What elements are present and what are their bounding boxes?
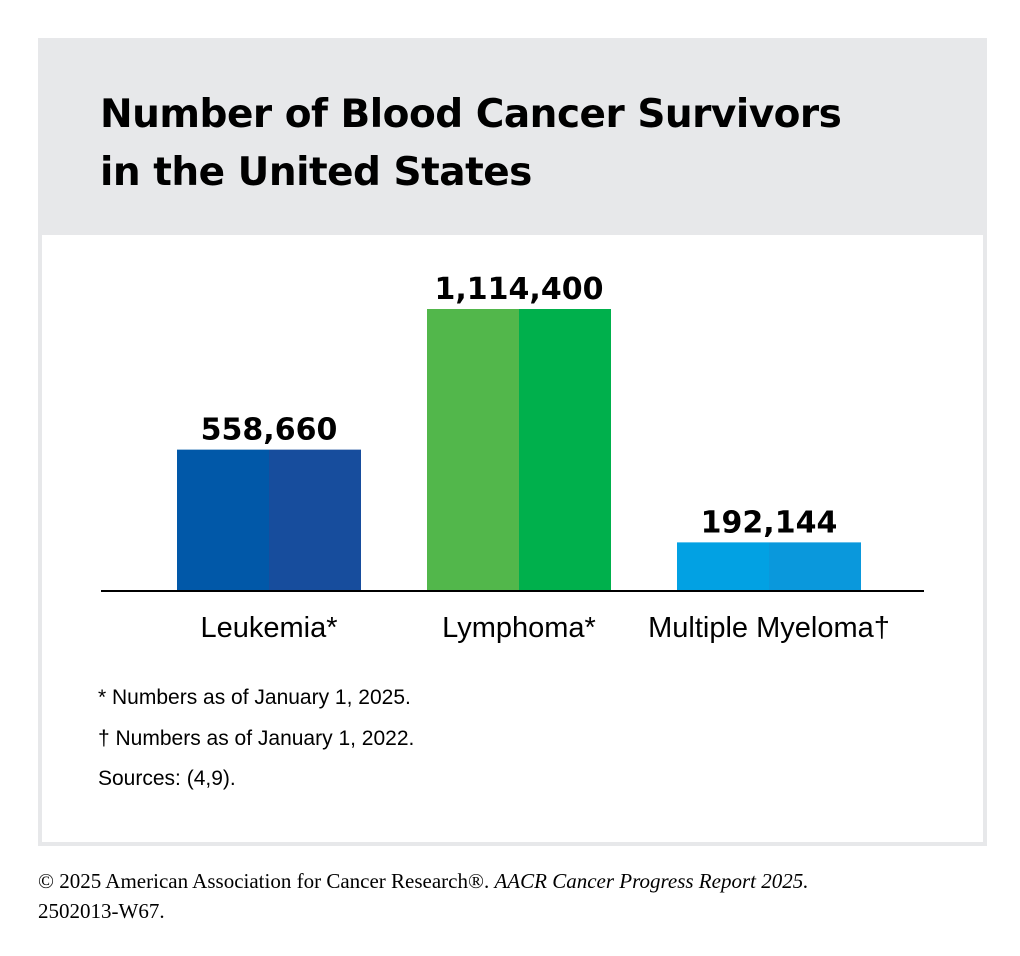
credit-id: 2502013-W67. <box>38 899 165 923</box>
bar-lymphoma <box>427 309 611 591</box>
credit-prefix: © 2025 American Association for Cancer R… <box>38 869 495 893</box>
bar-multiple-myeloma-left-half <box>677 542 769 591</box>
labels-layer: 558,660 Leukemia* 1,114,400 Lymphoma* 192,14… <box>200 272 889 644</box>
value-label-leukemia: 558,660 <box>201 413 338 448</box>
title-banner: Number of Blood Cancer Survivors in the … <box>42 42 983 235</box>
bar-leukemia-left-half <box>177 449 269 591</box>
infographic-card: Number of Blood Cancer Survivors in the … <box>38 38 987 846</box>
footnote-2025: * Numbers as of January 1, 2025. <box>98 686 411 709</box>
category-label-leukemia: Leukemia* <box>200 612 337 644</box>
value-label-lymphoma: 1,114,400 <box>435 272 604 307</box>
bar-multiple-myeloma <box>677 542 861 591</box>
category-label-multiple-myeloma: Multiple Myeloma† <box>648 612 890 644</box>
chart-title: Number of Blood Cancer Survivors in the … <box>100 92 842 195</box>
copyright-credit: © 2025 American Association for Cancer R… <box>38 866 998 926</box>
credit-report-name: AACR Cancer Progress Report 2025. <box>494 869 809 893</box>
bar-multiple-myeloma-right-half <box>769 542 861 591</box>
sources-note: Sources: (4,9). <box>98 767 236 790</box>
bar-lymphoma-right-half <box>519 309 611 591</box>
footnote-2022: † Numbers as of January 1, 2022. <box>98 727 415 750</box>
category-label-lymphoma: Lymphoma* <box>442 612 596 644</box>
bar-lymphoma-left-half <box>427 309 519 591</box>
bar-leukemia-right-half <box>269 449 361 591</box>
bar-leukemia <box>177 449 361 591</box>
value-label-multiple-myeloma: 192,144 <box>701 505 838 540</box>
bars-layer <box>177 309 861 591</box>
